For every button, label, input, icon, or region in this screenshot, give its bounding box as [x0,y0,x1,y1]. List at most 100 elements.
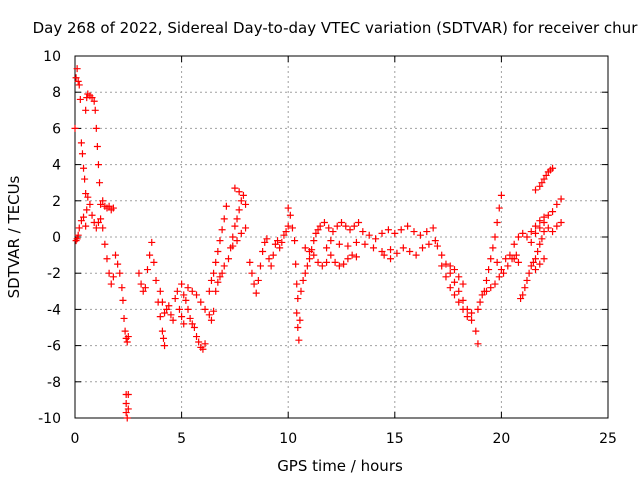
data-point [284,204,292,212]
data-point [355,219,363,227]
y-tick-label: 10 [43,49,61,65]
data-point [299,276,307,284]
data-point [416,231,424,239]
data-point [442,273,450,281]
data-point [510,255,518,263]
data-point [105,202,113,210]
y-tick-label: 8 [52,85,61,101]
y-tick-label: -2 [47,266,61,282]
data-point [216,237,224,245]
data-point [438,262,446,270]
data-point [237,229,245,237]
data-point [101,240,109,248]
data-point [455,287,463,295]
data-point [74,231,82,239]
data-point [419,244,427,252]
data-point [120,314,128,322]
data-point [429,224,437,232]
y-tick-label: 6 [52,121,61,137]
data-point [412,251,420,259]
data-point [325,224,333,232]
data-point [76,95,84,103]
data-point [532,222,540,230]
data-point [156,287,164,295]
data-point [463,313,471,321]
data-point [487,284,495,292]
data-point [80,213,88,221]
data-point [141,284,149,292]
data-point [359,228,367,236]
data-point [163,305,171,313]
data-point [540,175,548,183]
data-point [406,247,414,255]
data-point [455,273,463,281]
data-point [519,291,527,299]
data-point [229,242,237,250]
data-point [150,258,158,266]
data-point [297,287,305,295]
data-point [510,240,518,248]
data-point [218,226,226,234]
y-tick-labels: -10 -8 -6 -4 -2 0 2 4 6 8 10 [38,49,61,427]
y-tick-label: 0 [52,230,61,246]
data-point [265,255,273,263]
data-point [197,298,205,306]
data-point [500,269,508,277]
data-point [316,222,324,230]
data-point [233,237,241,245]
data-point [472,327,480,335]
chart-title: Day 268 of 2022, Sidereal Day-to-day VTE… [33,19,639,37]
data-point [549,164,557,172]
data-point [529,258,537,266]
data-point [112,251,120,259]
data-point [284,222,292,230]
data-point [540,228,548,236]
data-point [212,287,220,295]
data-point [301,269,309,277]
data-point [235,188,243,196]
data-point [254,276,262,284]
data-point [165,302,173,310]
data-point [344,242,352,250]
data-point [274,237,282,245]
data-point [380,251,388,259]
data-point [491,233,499,241]
data-point [282,228,290,236]
data-point [220,262,228,270]
data-point [178,280,186,288]
data-point [156,313,164,321]
data-point [121,327,129,335]
data-point [137,280,145,288]
data-point [446,262,454,270]
data-point [161,309,169,317]
data-point [431,237,439,245]
x-tick-label: 20 [492,431,510,447]
data-point [109,204,117,212]
data-point [218,269,226,277]
data-point [291,237,299,245]
data-point [222,202,230,210]
data-point [292,260,300,268]
data-point [119,296,127,304]
data-point [540,213,548,221]
data-point [310,251,318,259]
data-point [75,81,83,89]
data-point [333,222,341,230]
x-tick-label: 10 [279,431,297,447]
data-point [553,222,561,230]
data-point [97,200,105,208]
data-point [410,228,418,236]
data-point [278,238,286,246]
data-point [303,262,311,270]
data-point [212,258,220,266]
data-point [182,296,190,304]
data-point [263,235,271,243]
data-point [123,414,131,422]
x-tick-label: 25 [599,431,617,447]
data-point [519,229,527,237]
data-point [207,316,215,324]
data-point [450,266,458,274]
x-tick-label: 15 [386,431,404,447]
data-point [478,291,486,299]
data-point [75,224,83,232]
